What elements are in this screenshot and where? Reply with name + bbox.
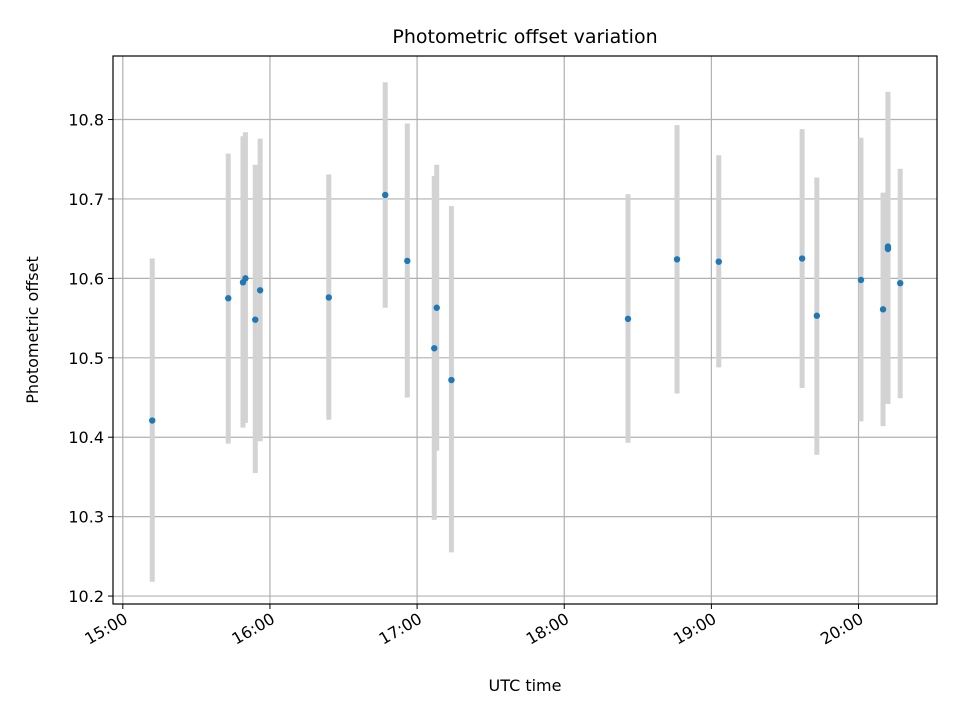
data-point [149, 417, 156, 424]
x-tick-label: 17:00 [376, 609, 425, 649]
data-point [404, 257, 411, 265]
x-tick-label: 20:00 [817, 609, 866, 649]
data-point [813, 312, 821, 319]
data-point [897, 279, 904, 287]
data-point [879, 306, 887, 313]
x-tick-label: 16:00 [229, 609, 278, 649]
y-tick-label: 10.4 [68, 428, 104, 447]
y-tick-label: 10.8 [68, 111, 104, 130]
y-tick-label: 10.5 [68, 349, 104, 368]
data-point [433, 304, 440, 311]
data-point [431, 345, 438, 352]
y-tick-label: 10.7 [68, 190, 104, 209]
data-point [256, 287, 264, 294]
y-tick-label: 10.6 [68, 269, 104, 288]
data-point [673, 256, 681, 263]
data-point [448, 376, 455, 384]
data-point [884, 245, 892, 253]
x-tick-label: 19:00 [670, 609, 719, 649]
data-point [857, 276, 865, 284]
y-axis-title: Photometric offset [23, 256, 42, 404]
x-tick-label: 18:00 [523, 609, 572, 649]
data-point [225, 295, 232, 302]
data-points [149, 191, 904, 424]
y-tick-label: 10.2 [68, 587, 104, 606]
plot-background [113, 56, 937, 604]
chart-title: Photometric offset variation [392, 26, 657, 48]
data-point [624, 315, 632, 323]
x-tick-label: 15:00 [81, 609, 130, 649]
data-point [252, 316, 259, 323]
y-axis-ticks: 10.2 10.3 10.4 10.5 10.6 10.7 10.8 [68, 111, 113, 606]
data-point [798, 255, 806, 262]
data-point [715, 258, 722, 265]
data-point [325, 294, 333, 301]
data-point [242, 275, 249, 282]
data-point [382, 191, 389, 199]
x-axis-ticks: 15:00 16:00 17:00 18:00 19:00 20:00 [81, 604, 867, 649]
plot-frame [112, 55, 938, 605]
y-tick-label: 10.3 [68, 508, 104, 527]
x-axis-title: UTC time [489, 676, 562, 695]
